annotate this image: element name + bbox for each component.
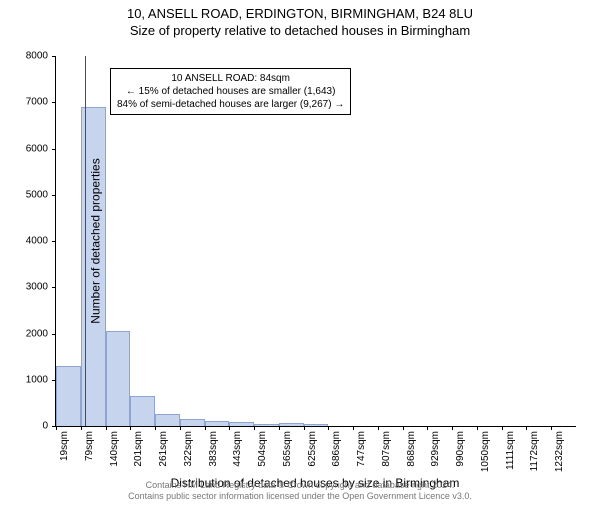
x-tick-label: 140sqm bbox=[109, 431, 120, 467]
x-tick-label: 807sqm bbox=[381, 431, 392, 467]
x-tick-label: 504sqm bbox=[257, 431, 268, 467]
property-marker-line bbox=[85, 56, 86, 426]
y-tick-mark bbox=[52, 195, 56, 196]
x-tick-label: 443sqm bbox=[232, 431, 243, 467]
x-tick-mark bbox=[378, 426, 379, 430]
x-tick-label: 79sqm bbox=[84, 431, 95, 461]
x-tick-mark bbox=[477, 426, 478, 430]
x-tick-mark bbox=[304, 426, 305, 430]
x-tick-label: 565sqm bbox=[282, 431, 293, 467]
x-tick-label: 19sqm bbox=[59, 431, 70, 461]
x-tick-mark bbox=[353, 426, 354, 430]
annotation-line2: ← 15% of detached houses are smaller (1,… bbox=[117, 85, 344, 98]
x-tick-mark bbox=[551, 426, 552, 430]
x-tick-mark bbox=[403, 426, 404, 430]
x-tick-label: 1111sqm bbox=[505, 431, 516, 470]
copyright-line1: Contains HM Land Registry data © Crown c… bbox=[0, 480, 600, 491]
x-tick-mark bbox=[205, 426, 206, 430]
y-tick-label: 6000 bbox=[18, 143, 48, 154]
y-tick-mark bbox=[52, 56, 56, 57]
x-tick-label: 686sqm bbox=[331, 431, 342, 467]
x-tick-label: 929sqm bbox=[430, 431, 441, 467]
y-tick-mark bbox=[52, 287, 56, 288]
histogram-bar bbox=[254, 424, 279, 426]
x-tick-label: 1172sqm bbox=[529, 431, 540, 471]
x-tick-label: 201sqm bbox=[133, 431, 144, 467]
x-tick-label: 990sqm bbox=[455, 431, 466, 467]
x-tick-label: 747sqm bbox=[356, 431, 367, 467]
y-tick-label: 2000 bbox=[18, 328, 48, 339]
x-tick-mark bbox=[452, 426, 453, 430]
y-axis-label: Number of detached properties bbox=[89, 158, 103, 323]
x-tick-label: 383sqm bbox=[208, 431, 219, 467]
x-tick-label: 261sqm bbox=[158, 431, 169, 467]
x-tick-label: 868sqm bbox=[406, 431, 417, 467]
y-tick-label: 4000 bbox=[18, 236, 48, 247]
x-tick-label: 1050sqm bbox=[480, 431, 491, 472]
x-tick-mark bbox=[81, 426, 82, 430]
histogram-bar bbox=[205, 421, 230, 426]
annotation-line3: 84% of semi-detached houses are larger (… bbox=[117, 98, 344, 111]
x-tick-mark bbox=[502, 426, 503, 430]
x-tick-mark bbox=[56, 426, 57, 430]
y-tick-label: 8000 bbox=[18, 51, 48, 62]
x-tick-mark bbox=[328, 426, 329, 430]
x-tick-mark bbox=[427, 426, 428, 430]
x-tick-mark bbox=[180, 426, 181, 430]
x-tick-label: 625sqm bbox=[307, 431, 318, 467]
histogram-bar bbox=[155, 414, 180, 426]
x-tick-label: 1232sqm bbox=[554, 431, 565, 472]
x-tick-mark bbox=[526, 426, 527, 430]
y-tick-label: 7000 bbox=[18, 97, 48, 108]
x-tick-mark bbox=[279, 426, 280, 430]
histogram-bar bbox=[130, 396, 155, 426]
histogram-bar bbox=[304, 424, 329, 426]
histogram-bar bbox=[180, 419, 205, 426]
x-tick-mark bbox=[155, 426, 156, 430]
property-annotation-box: 10 ANSELL ROAD: 84sqm ← 15% of detached … bbox=[110, 68, 351, 115]
copyright-notice: Contains HM Land Registry data © Crown c… bbox=[0, 480, 600, 502]
annotation-line1: 10 ANSELL ROAD: 84sqm bbox=[117, 72, 344, 85]
histogram-bar bbox=[279, 423, 304, 426]
x-tick-mark bbox=[229, 426, 230, 430]
x-tick-mark bbox=[106, 426, 107, 430]
x-tick-mark bbox=[254, 426, 255, 430]
y-tick-label: 1000 bbox=[18, 374, 48, 385]
histogram-bar bbox=[229, 422, 254, 426]
y-tick-mark bbox=[52, 241, 56, 242]
page-title-line2: Size of property relative to detached ho… bbox=[0, 23, 600, 38]
y-tick-mark bbox=[52, 102, 56, 103]
y-tick-label: 5000 bbox=[18, 189, 48, 200]
y-tick-mark bbox=[52, 334, 56, 335]
x-tick-label: 322sqm bbox=[183, 431, 194, 467]
page-title-line1: 10, ANSELL ROAD, ERDINGTON, BIRMINGHAM, … bbox=[0, 6, 600, 21]
histogram-bar bbox=[56, 366, 81, 426]
y-tick-label: 3000 bbox=[18, 282, 48, 293]
copyright-line2: Contains public sector information licen… bbox=[0, 491, 600, 502]
x-tick-mark bbox=[130, 426, 131, 430]
y-tick-mark bbox=[52, 149, 56, 150]
histogram-bar bbox=[106, 331, 131, 426]
y-tick-label: 0 bbox=[18, 421, 48, 432]
histogram-chart: 01000200030004000500060007000800019sqm79… bbox=[55, 56, 575, 426]
